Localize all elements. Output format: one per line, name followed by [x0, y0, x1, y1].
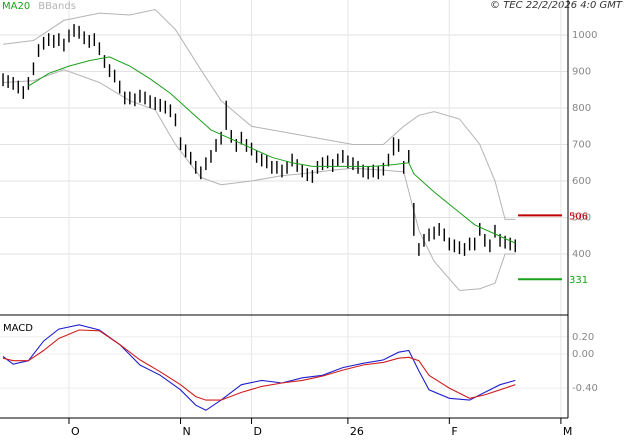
x-tick-label: N — [183, 425, 191, 438]
y-tick-label: 500 — [572, 213, 591, 224]
ma-line — [28, 56, 516, 244]
band-line — [2, 8, 516, 220]
level-label: 506 — [569, 211, 588, 222]
y-tick-label: 800 — [572, 103, 591, 114]
level-label: 331 — [569, 275, 588, 286]
y-tick-label: 600 — [572, 176, 591, 187]
macd-line — [2, 324, 516, 411]
y-tick-label: 1000 — [572, 30, 597, 41]
y-tick-label: 0.00 — [572, 349, 594, 360]
x-tick-label: D — [254, 425, 262, 438]
macd-line — [2, 329, 516, 401]
x-tick-label: 26 — [350, 425, 364, 438]
y-tick-label: 400 — [572, 249, 591, 260]
panel-title: MACD — [3, 323, 33, 334]
copyright: © TEC 22/2/2026 4:0 GMT — [490, 0, 623, 11]
y-tick-label: 700 — [572, 140, 591, 151]
x-tick-label: M — [563, 425, 573, 438]
y-tick-label: -0.40 — [572, 383, 598, 394]
y-tick-label: 900 — [572, 67, 591, 78]
y-tick-label: 0.20 — [572, 332, 594, 343]
x-tick-label: O — [71, 425, 80, 438]
legend-entry: BBands — [38, 1, 76, 12]
x-tick-label: F — [451, 425, 457, 438]
legend-entry: MA20 — [2, 1, 30, 12]
